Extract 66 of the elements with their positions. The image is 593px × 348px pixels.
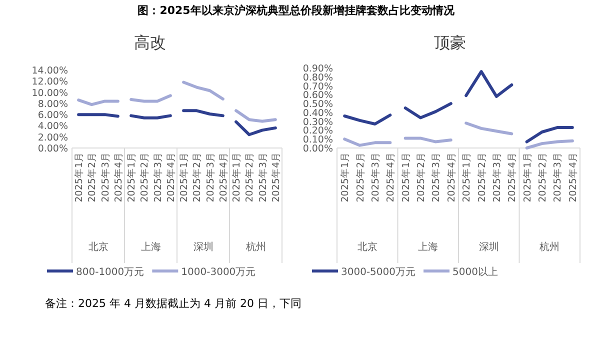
x-tick-label: 2025年3月: [99, 152, 112, 202]
y-tick-label: 0.20%: [302, 126, 333, 137]
text: 北京: [357, 241, 378, 253]
x-tick-label: 2025年4月: [566, 152, 579, 202]
x-tick-label: 2025年2月: [476, 152, 488, 202]
x-tick-label: 2025年1月: [126, 152, 138, 202]
y-tick-label: 4.00%: [38, 121, 68, 132]
x-tick-label: 2025年2月: [354, 152, 366, 202]
text: 深圳: [193, 241, 214, 253]
x-tick-label: 2025年3月: [152, 152, 164, 202]
text: 图：2025年以来京沪深杭典型总价段新增挂牌套数占比变动情况: [138, 4, 456, 17]
text: 北京: [88, 241, 108, 253]
y-tick-label: 12.00%: [32, 76, 68, 88]
y-tick-label: 0.00%: [302, 144, 333, 154]
y-tick-label: 14.00%: [32, 66, 68, 76]
legend-label: 3000-5000万元: [341, 267, 416, 278]
y-tick-label: 0.10%: [302, 134, 333, 146]
x-tick-label: 2025年2月: [536, 152, 549, 202]
text: 上海: [140, 241, 161, 253]
x-tick-label: 2025年4月: [217, 152, 230, 202]
y-tick-label: 0.90%: [302, 64, 333, 74]
y-tick-label: 8.00%: [38, 98, 68, 110]
x-tick-label: 2025年4月: [445, 152, 458, 202]
x-tick-label: 2025年2月: [244, 152, 256, 202]
y-tick-label: 0.30%: [302, 116, 333, 128]
y-tick-label: 0.00%: [38, 144, 68, 154]
x-tick-label: 2025年3月: [204, 152, 216, 202]
x-tick-label: 2025年1月: [178, 152, 190, 202]
x-tick-label: 2025年4月: [164, 152, 177, 202]
x-tick-label: 2025年2月: [138, 152, 151, 202]
x-tick-label: 2025年2月: [86, 152, 98, 202]
y-tick-label: 0.40%: [302, 108, 333, 119]
y-tick-label: 6.00%: [38, 110, 68, 122]
x-tick-label: 2025年1月: [400, 152, 412, 202]
text: 杭州: [538, 241, 560, 253]
x-tick-label: 2025年1月: [460, 152, 473, 202]
legend-label: 800-1000万元: [76, 267, 144, 278]
x-tick-label: 2025年4月: [506, 152, 518, 202]
x-tick-label: 2025年4月: [112, 152, 124, 202]
x-tick-label: 2025年3月: [490, 152, 503, 202]
legend-label: 5000以上: [452, 266, 498, 278]
text: 深圳: [478, 241, 499, 253]
x-tick-label: 2025年4月: [270, 152, 282, 202]
legend-label: 1000-3000万元: [181, 267, 256, 278]
x-tick-label: 2025年1月: [73, 152, 86, 202]
x-tick-label: 2025年3月: [430, 152, 442, 202]
text: 杭州: [244, 241, 266, 253]
y-tick-label: 0.60%: [302, 90, 333, 102]
x-tick-label: 2025年3月: [369, 152, 382, 202]
chart-title: 高改: [134, 33, 166, 52]
y-tick-label: 10.00%: [32, 88, 68, 99]
text: 上海: [418, 241, 438, 253]
x-tick-label: 2025年2月: [415, 152, 428, 202]
chart-title: 顶豪: [434, 33, 466, 52]
x-tick-label: 2025年3月: [256, 152, 269, 202]
x-tick-label: 2025年1月: [230, 152, 243, 202]
x-tick-label: 2025年1月: [521, 152, 534, 202]
y-tick-label: 0.70%: [302, 81, 333, 92]
x-tick-label: 2025年2月: [191, 152, 204, 202]
y-tick-label: 0.50%: [302, 99, 333, 110]
y-tick-label: 0.80%: [302, 72, 333, 84]
x-tick-label: 2025年3月: [552, 152, 564, 202]
text: 备注：2025 年 4 月数据截止为 4 月前 20 日，下同: [45, 297, 302, 310]
x-tick-label: 2025年1月: [339, 152, 352, 202]
y-tick-label: 2.00%: [38, 132, 68, 144]
x-tick-label: 2025年4月: [384, 152, 397, 202]
